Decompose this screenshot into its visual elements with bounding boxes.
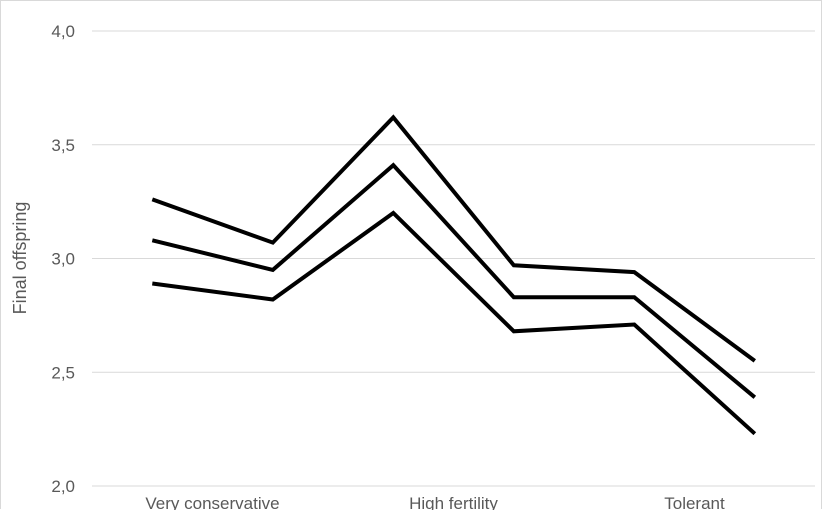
gridlines xyxy=(92,30,815,487)
y-axis-label: Final offspring xyxy=(10,202,30,315)
series-line-3 xyxy=(152,210,757,436)
series-lines xyxy=(151,114,757,436)
y-tick-label: 2,0 xyxy=(51,477,75,496)
y-tick-label: 4,0 xyxy=(51,22,75,41)
x-tick-label: High fertility xyxy=(409,494,498,510)
x-axis-ticks: Very conservative High fertility Tolerant xyxy=(145,494,725,510)
y-tick-label: 2,5 xyxy=(51,363,75,382)
series-line-1 xyxy=(151,114,756,363)
y-tick-label: 3,5 xyxy=(51,136,75,155)
series-line-2 xyxy=(151,162,757,399)
x-tick-label: Very conservative xyxy=(145,494,279,510)
x-tick-label: Tolerant xyxy=(664,494,725,510)
y-tick-label: 3,0 xyxy=(51,250,75,269)
y-axis-ticks: 2,0 2,5 3,0 3,5 4,0 xyxy=(51,22,75,496)
